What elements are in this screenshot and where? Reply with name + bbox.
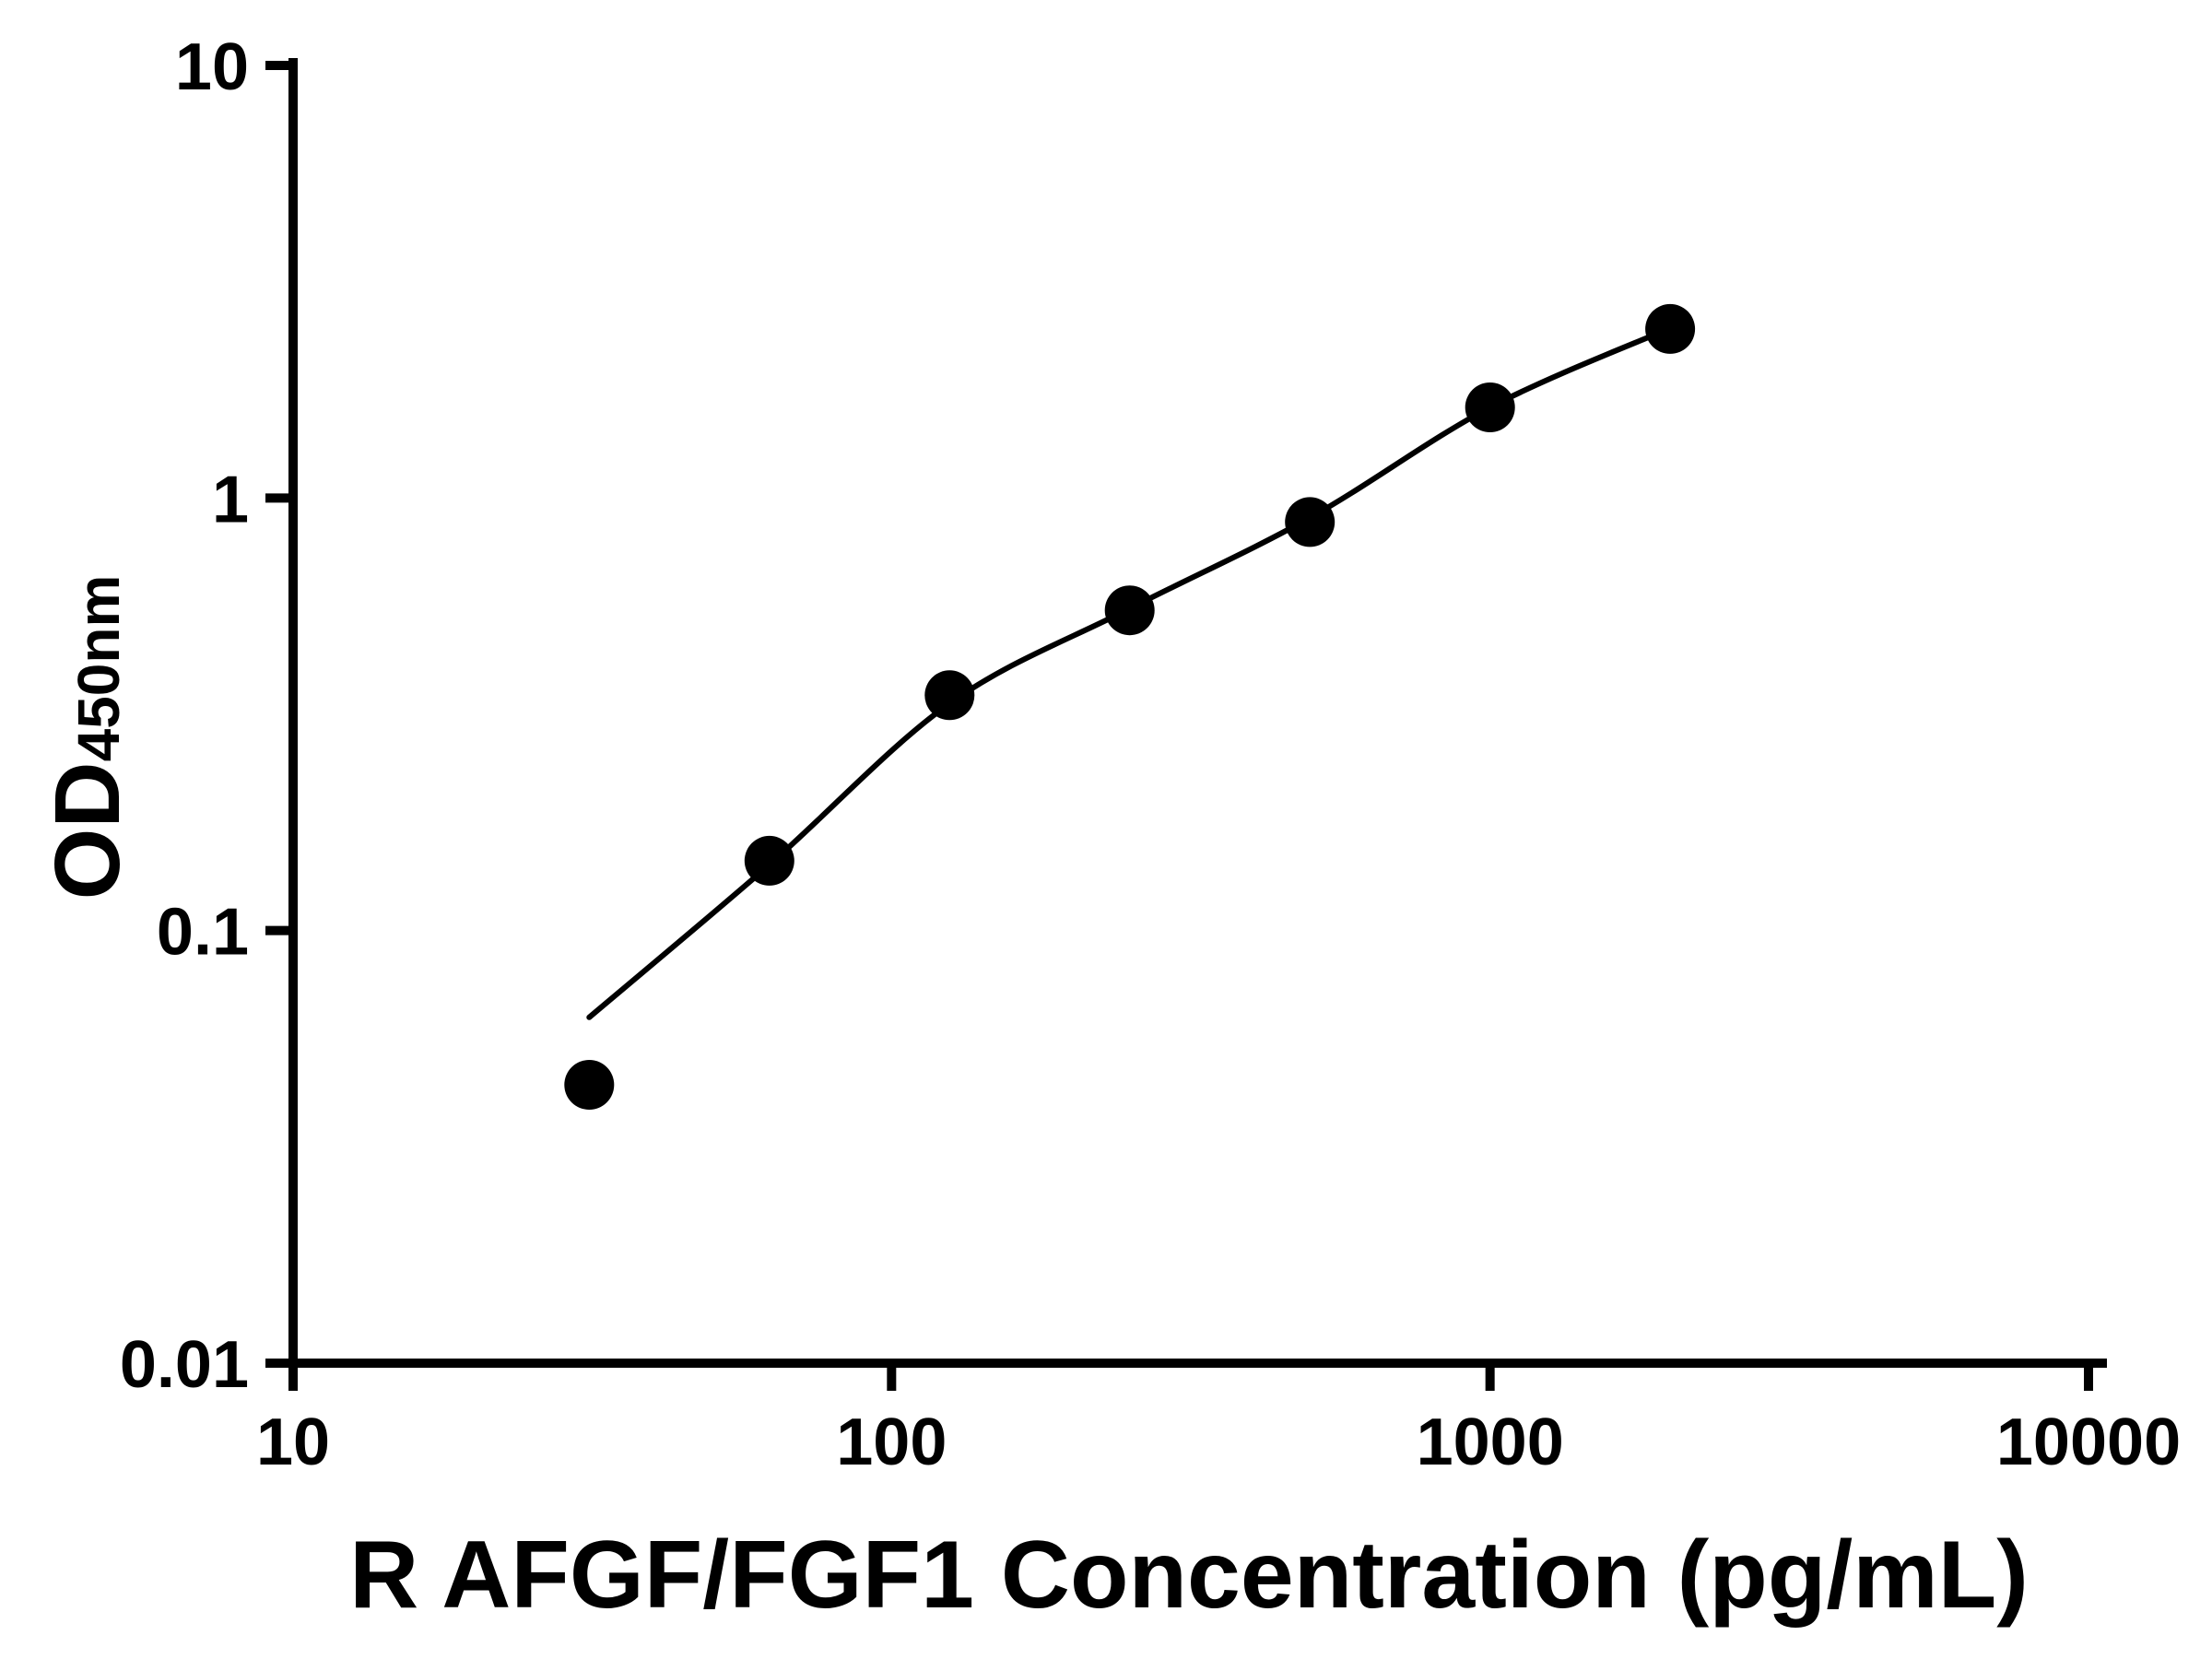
y-tick-label: 1	[212, 463, 249, 536]
x-tick-label: 10	[256, 1406, 330, 1479]
fitted-curve	[586, 325, 1674, 1020]
x-tick-label: 1000	[1417, 1406, 1564, 1479]
data-point	[1645, 303, 1696, 354]
data-point	[1104, 585, 1155, 636]
data-point	[564, 1060, 615, 1110]
data-point	[744, 835, 794, 886]
x-tick-label: 10000	[1996, 1406, 2181, 1479]
y-tick-label: 10	[175, 30, 249, 104]
y-axis-title-subscript: 450nm	[65, 574, 132, 762]
y-tick-label: 0.1	[157, 896, 249, 970]
x-axis-title: R AFGF/FGF1 Concentration (pg/mL)	[349, 1522, 2029, 1629]
y-axis-title: OD450nm	[36, 574, 139, 900]
x-tick-label: 100	[836, 1406, 947, 1479]
y-axis-title-main: OD	[36, 761, 139, 900]
y-tick-label: 0.01	[120, 1328, 249, 1402]
data-point	[1465, 382, 1515, 432]
data-point	[1285, 497, 1335, 547]
data-point	[924, 670, 975, 721]
